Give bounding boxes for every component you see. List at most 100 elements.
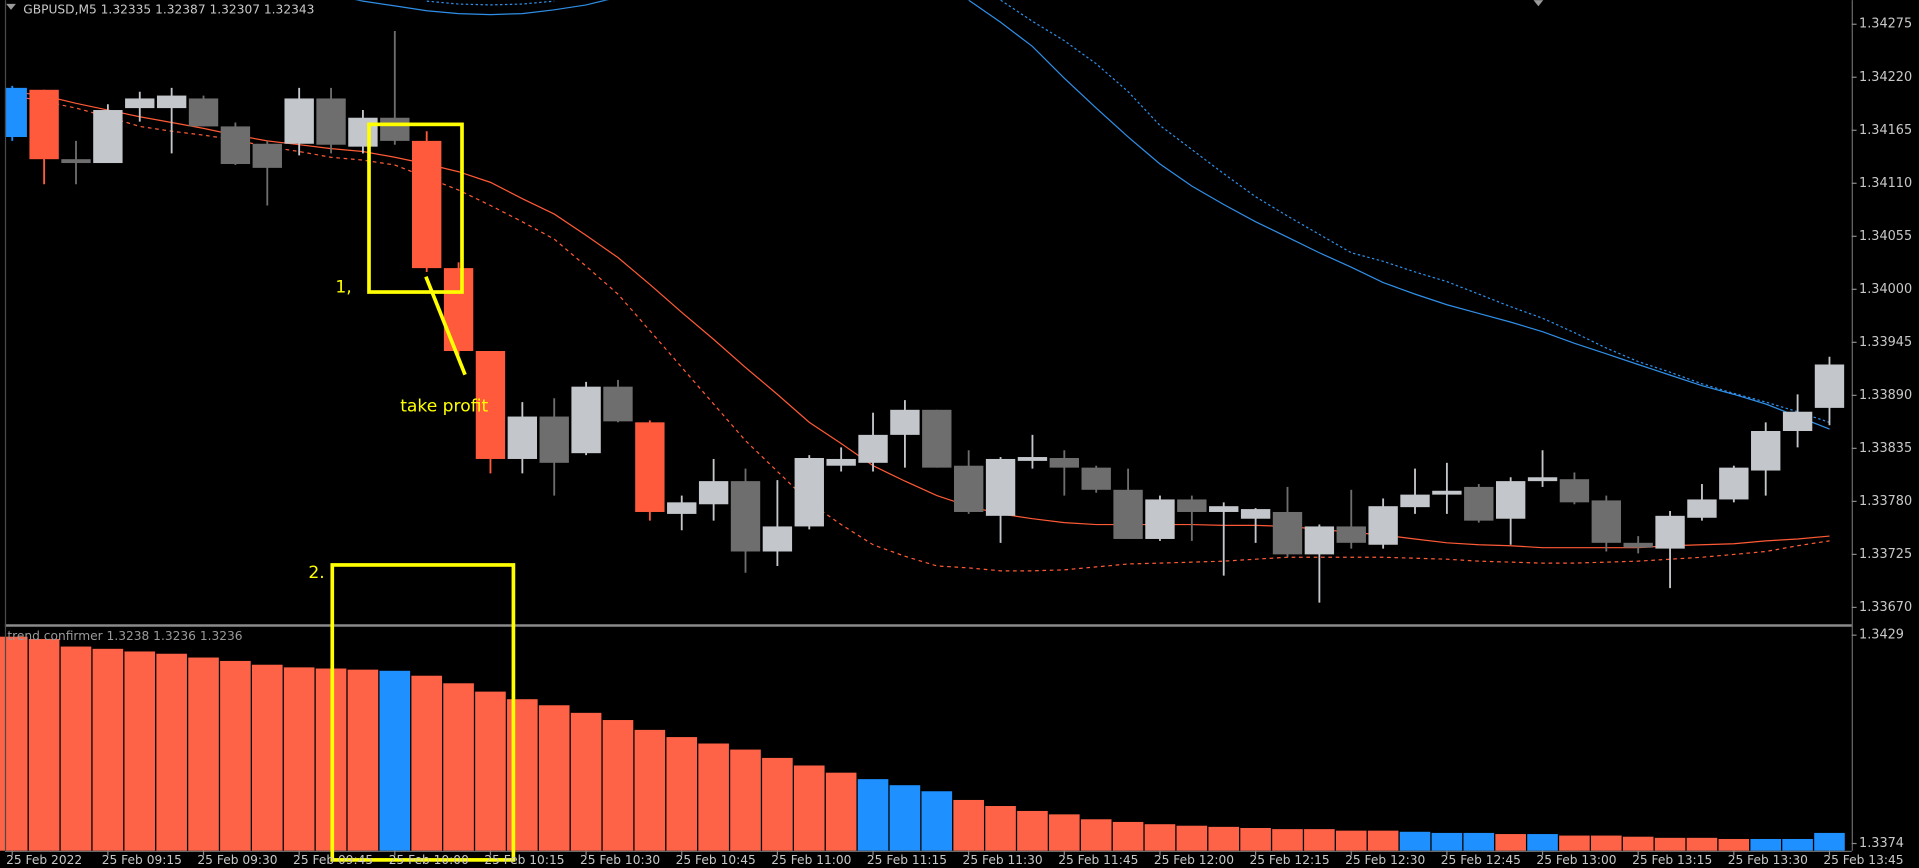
y-tick-label: 1.33670 — [1859, 600, 1912, 615]
histogram-bar — [857, 779, 889, 851]
candle-body — [953, 465, 984, 512]
candle-body — [1623, 542, 1653, 548]
candle-body — [1400, 494, 1430, 508]
histogram-bar — [1049, 814, 1080, 851]
x-tick-label: 25 Feb 13:15 — [1632, 853, 1712, 867]
candle-body — [1751, 431, 1781, 471]
candle-body — [4, 87, 27, 138]
candle-body — [475, 351, 506, 459]
histogram-bar — [1654, 837, 1686, 851]
histogram-bar — [1431, 832, 1463, 851]
candle-body — [890, 409, 920, 435]
candle-body — [1336, 526, 1366, 543]
histogram-bar — [251, 664, 283, 851]
histogram-bar — [1591, 835, 1622, 851]
histogram-bar — [666, 737, 698, 851]
candle-body — [252, 143, 282, 168]
histogram-bar — [570, 712, 602, 851]
candle-body — [762, 526, 793, 552]
candle-body — [316, 98, 346, 145]
histogram-bar — [0, 636, 28, 851]
candle-body — [794, 457, 824, 527]
highlight-box — [330, 563, 516, 862]
candle-body — [539, 416, 569, 463]
histogram-bar — [1399, 831, 1431, 851]
candle-body — [1495, 481, 1526, 519]
histogram-bar — [60, 646, 92, 851]
histogram-bar — [762, 757, 793, 851]
candle-body — [284, 98, 314, 144]
candle-body — [1177, 499, 1207, 512]
histogram-bar — [1017, 810, 1048, 851]
histogram-bar — [1367, 830, 1399, 851]
histogram-bar — [1240, 827, 1271, 851]
x-tick-label: 25 Feb 11:30 — [963, 853, 1043, 867]
histogram-bar — [411, 675, 442, 851]
y-tick-label: 1.34055 — [1859, 229, 1912, 244]
shift-marker — [1533, 0, 1544, 7]
candle-body — [443, 268, 474, 352]
candle-body — [1432, 490, 1462, 495]
candle-body — [1464, 486, 1494, 521]
candle-body — [1017, 457, 1048, 461]
histogram-bar — [538, 705, 570, 851]
indicator-title: trend confirmer 1.3238 1.3236 1.3236 — [7, 629, 242, 643]
histogram-bar — [1527, 834, 1558, 851]
x-tick-label: 25 Feb 2022 — [6, 853, 82, 867]
x-tick-label: 25 Feb 13:00 — [1536, 853, 1616, 867]
histogram-bar — [1463, 832, 1495, 851]
histogram-bar — [156, 653, 187, 851]
x-tick-label: 25 Feb 10:15 — [484, 853, 564, 867]
candle-body — [635, 422, 665, 512]
candle-body — [1655, 515, 1685, 549]
candle-body — [698, 481, 729, 505]
histogram-bar — [124, 651, 156, 851]
histogram-bar — [347, 669, 379, 851]
x-tick-label: 25 Feb 13:30 — [1728, 853, 1808, 867]
histogram-bar — [92, 648, 124, 851]
candle-body — [571, 386, 601, 454]
moving-average — [12, 91, 1830, 549]
histogram-bar — [1176, 825, 1208, 851]
histogram-bar — [1080, 819, 1112, 851]
candle-body — [1719, 467, 1749, 500]
candle-body — [1687, 499, 1717, 518]
candle-body — [1113, 489, 1143, 539]
candle-body — [1081, 467, 1111, 490]
y-tick-label: 1.34110 — [1859, 176, 1912, 191]
candle-body — [730, 481, 761, 552]
candle-body — [1559, 479, 1590, 503]
indicator-plot — [0, 636, 1845, 851]
histogram-bar — [889, 785, 921, 851]
collapse-arrow[interactable] — [6, 3, 16, 10]
x-tick-label: 25 Feb 12:45 — [1441, 853, 1521, 867]
histogram-bar — [825, 772, 857, 851]
histogram-bar — [730, 749, 761, 851]
candle-body — [603, 386, 633, 422]
histogram-bar — [634, 729, 666, 851]
y-tick-label: 1.33890 — [1859, 388, 1912, 403]
x-tick-label: 25 Feb 09:30 — [197, 853, 277, 867]
histogram-bar — [1622, 836, 1654, 851]
histogram-bar — [1272, 829, 1303, 851]
histogram-bar — [1144, 824, 1176, 851]
candle-body — [1782, 411, 1813, 432]
histogram-bar — [1335, 830, 1367, 851]
y-tick-label: 1.33725 — [1859, 547, 1912, 562]
x-tick-label: 25 Feb 11:00 — [771, 853, 851, 867]
moving-average — [12, 95, 1830, 572]
candle-body — [922, 409, 952, 468]
y-tick-label: 1.33835 — [1859, 441, 1912, 456]
y-tick-label: 1.34000 — [1859, 282, 1912, 297]
x-tick-label: 25 Feb 10:00 — [389, 853, 469, 867]
histogram-bar — [1750, 838, 1782, 851]
candle-body — [1304, 526, 1335, 555]
y-tick-label: 1.3429 — [1859, 628, 1904, 643]
x-tick-label: 25 Feb 12:15 — [1249, 853, 1329, 867]
candle-body — [29, 89, 59, 160]
y-tick-label: 1.33945 — [1859, 335, 1912, 350]
histogram-bar — [698, 743, 729, 851]
histogram-bar — [1814, 832, 1845, 851]
x-tick-label: 25 Feb 09:15 — [102, 853, 182, 867]
